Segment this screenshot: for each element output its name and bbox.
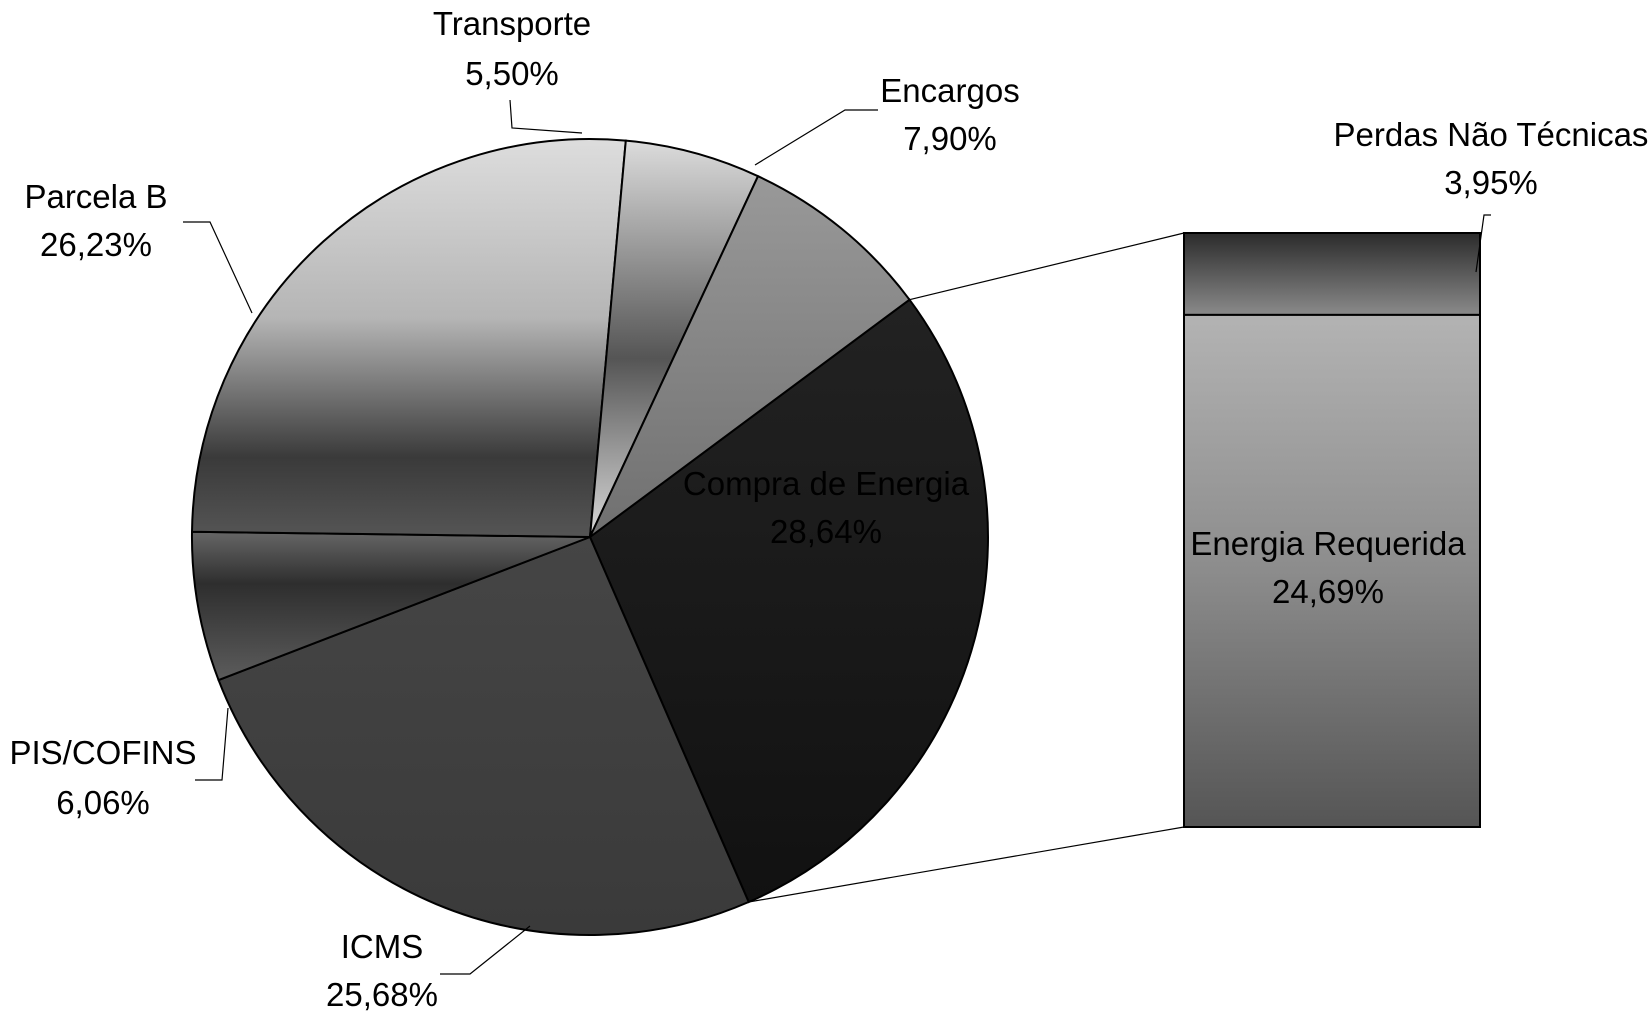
slice-icms	[217, 535, 751, 937]
bar-segment-energia-requerida	[1183, 313, 1481, 828]
slice-encargos	[589, 174, 911, 538]
label-energia-requerida-name: Energia Requerida	[1190, 525, 1466, 562]
label-icms: ICMS 25,68%	[326, 928, 438, 1013]
label-energia-requerida: Energia Requerida 24,69%	[1190, 525, 1466, 610]
label-pis-cofins: PIS/COFINS 6,06%	[9, 734, 196, 821]
connector-line-top	[909, 232, 1185, 301]
label-compra-de-energia-value: 28,64%	[770, 513, 882, 550]
label-perdas-nao-tecnicas-name: Perdas Não Técnicas	[1334, 116, 1649, 153]
label-perdas-nao-tecnicas: Perdas Não Técnicas 3,95%	[1334, 116, 1649, 201]
leader-line-pis-cofins	[195, 707, 229, 781]
slice-compra-de-energia	[588, 298, 989, 904]
leader-line-perdas-nao-tecnicas	[1475, 214, 1491, 273]
leader-line-transporte	[509, 99, 583, 134]
label-transporte: Transporte 5,50%	[433, 5, 591, 92]
leader-line-icms	[440, 925, 531, 975]
connector-line-bottom	[748, 826, 1185, 903]
label-transporte-name: Transporte	[433, 5, 591, 42]
slice-pis-cofins	[190, 530, 591, 682]
leader-line-encargos	[754, 109, 878, 166]
pie	[190, 137, 989, 937]
label-pis-cofins-name: PIS/COFINS	[9, 734, 196, 771]
label-parcela-b: Parcela B 26,23%	[24, 178, 167, 263]
label-icms-value: 25,68%	[326, 976, 438, 1013]
label-transporte-value: 5,50%	[465, 55, 559, 92]
label-icms-name: ICMS	[341, 928, 424, 965]
label-encargos: Encargos 7,90%	[880, 72, 1019, 157]
label-perdas-nao-tecnicas-value: 3,95%	[1444, 164, 1538, 201]
label-parcela-b-name: Parcela B	[24, 178, 167, 215]
label-encargos-value: 7,90%	[903, 120, 997, 157]
label-compra-de-energia-name: Compra de Energia	[683, 465, 970, 502]
label-compra-de-energia: Compra de Energia 28,64%	[683, 465, 970, 550]
slice-transporte	[589, 139, 760, 538]
label-parcela-b-value: 26,23%	[40, 226, 152, 263]
slice-parcela-b	[190, 137, 627, 539]
breakdown-bar	[1183, 232, 1481, 828]
leader-line-parcela-b	[183, 221, 253, 314]
label-pis-cofins-value: 6,06%	[56, 784, 150, 821]
label-encargos-name: Encargos	[880, 72, 1019, 109]
label-energia-requerida-value: 24,69%	[1272, 573, 1384, 610]
bar-segment-perdas-nao-tecnicas	[1183, 232, 1481, 316]
